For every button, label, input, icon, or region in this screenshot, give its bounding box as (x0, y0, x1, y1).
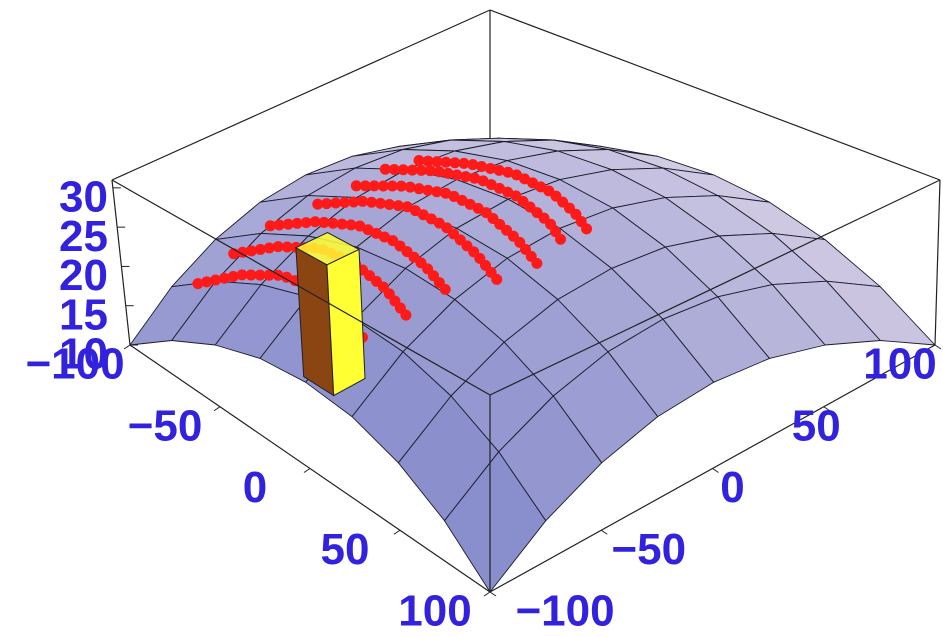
box-edge (935, 180, 940, 345)
y-tick-label: −50 (611, 525, 686, 574)
x-tick-label: 0 (243, 463, 267, 512)
x-tick-label: 50 (321, 525, 370, 574)
y-tick (601, 530, 607, 534)
y-tick (713, 469, 719, 473)
chart: 1015202530−100−50050100−100−50050100 (0, 0, 943, 637)
x-tick (214, 407, 220, 411)
z-tick-label: 30 (59, 172, 108, 221)
box-edge (112, 180, 130, 345)
y-tick-label: 0 (720, 463, 744, 512)
bar-front (327, 249, 365, 395)
y-tick-label: 100 (863, 340, 936, 389)
x-tick (124, 345, 130, 349)
y-tick-label: 50 (792, 401, 841, 450)
x-tick (304, 469, 310, 473)
y-tick (490, 592, 496, 596)
x-tick-label: 100 (398, 587, 471, 636)
x-tick-label: −50 (128, 401, 203, 450)
x-tick (484, 592, 490, 596)
x-tick (394, 530, 400, 534)
x-tick-label: −100 (25, 340, 124, 389)
y-tick-label: −100 (515, 587, 614, 636)
